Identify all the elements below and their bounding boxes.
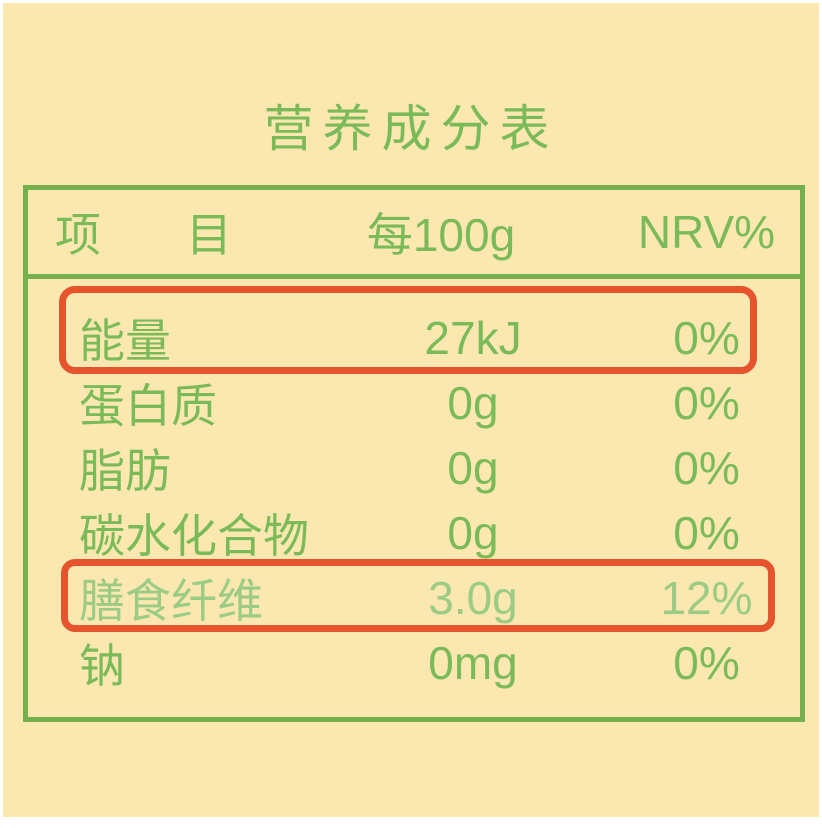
header-item-column: 项 目 xyxy=(28,199,333,265)
table-body: 能量 27kJ 0% 蛋白质 0g 0% 脂肪 0g 0% 碳水化合物 0g 0… xyxy=(28,279,800,695)
nutrient-name: 脂肪 xyxy=(79,445,171,497)
table-row-fat: 脂肪 0g 0% xyxy=(28,435,800,500)
nutrient-name: 钠 xyxy=(79,640,125,692)
nutrient-name: 能量 xyxy=(79,315,171,367)
table-row-protein: 蛋白质 0g 0% xyxy=(28,370,800,435)
nrv-value: 0% xyxy=(673,312,740,364)
table-row-sodium: 钠 0mg 0% xyxy=(28,630,800,695)
header-divider xyxy=(28,274,800,279)
nutrient-name: 膳食纤维 xyxy=(79,575,263,627)
amount-value: 0g xyxy=(447,442,499,494)
page-title: 营养成分表 xyxy=(263,101,559,157)
table-row-carbohydrate: 碳水化合物 0g 0% xyxy=(28,500,800,565)
nutrition-table: 项 目 每100g NRV% 能量 27kJ 0% 蛋白质 0g 0% 脂肪 0… xyxy=(23,185,805,722)
nutrient-name: 蛋白质 xyxy=(79,380,217,432)
amount-value: 27kJ xyxy=(424,312,522,364)
label-background: 营养成分表 项 目 每100g NRV% 能量 27kJ 0% 蛋白质 0g 0… xyxy=(3,3,819,817)
highlight-box-energy xyxy=(59,286,757,374)
amount-value: 0mg xyxy=(428,637,518,689)
highlight-box-fiber xyxy=(61,559,775,632)
nrv-value: 0% xyxy=(673,637,740,689)
amount-value: 0g xyxy=(447,377,499,429)
header-item-char-2: 目 xyxy=(186,209,232,261)
header-item-char-1: 项 xyxy=(55,209,101,261)
table-header: 项 目 每100g NRV% xyxy=(28,190,800,274)
amount-value: 3.0g xyxy=(428,572,518,624)
table-row-energy: 能量 27kJ 0% xyxy=(28,305,800,370)
header-per100g-column: 每100g xyxy=(366,209,516,261)
nrv-value: 12% xyxy=(660,572,753,624)
table-row-dietary-fiber: 膳食纤维 3.0g 12% xyxy=(28,565,800,630)
nrv-value: 0% xyxy=(673,377,740,429)
header-nrv-column: NRV% xyxy=(637,206,776,258)
amount-value: 0g xyxy=(447,507,499,559)
nutrient-name: 碳水化合物 xyxy=(79,510,309,562)
nrv-value: 0% xyxy=(673,442,740,494)
nrv-value: 0% xyxy=(673,507,740,559)
